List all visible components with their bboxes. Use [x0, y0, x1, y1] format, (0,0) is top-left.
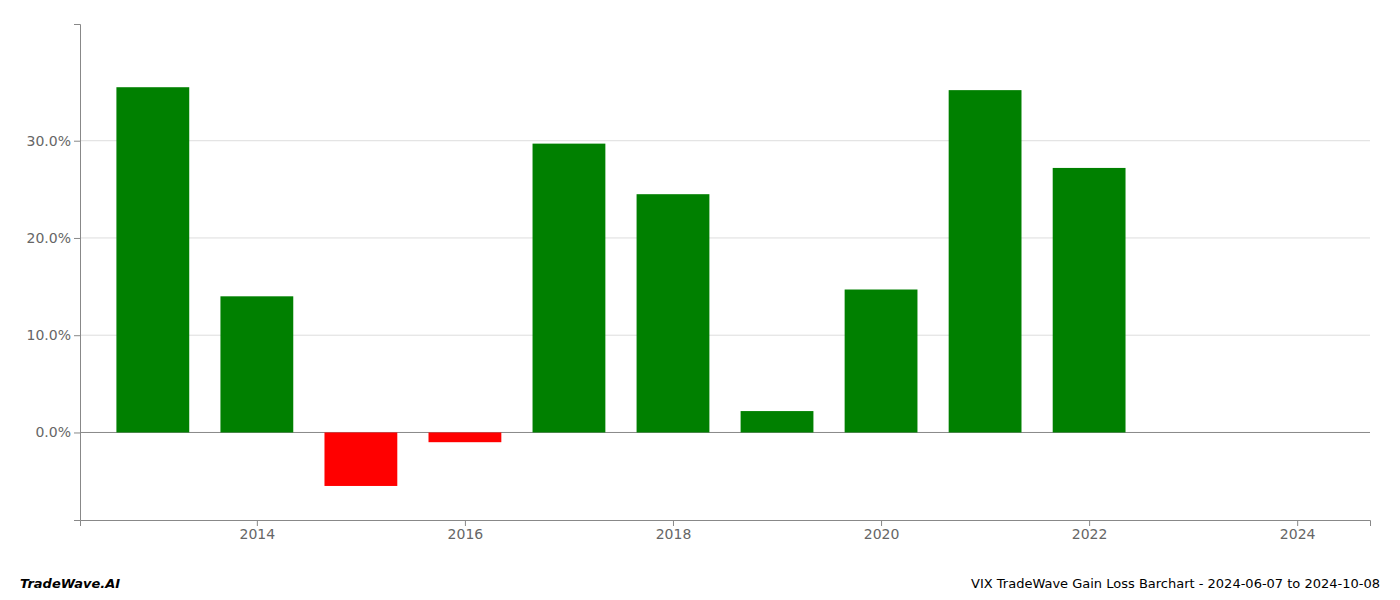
y-tick-label: 0.0% — [35, 424, 71, 440]
x-tick-label: 2018 — [656, 526, 692, 542]
bar — [637, 194, 710, 432]
bar — [1053, 168, 1126, 433]
bar — [220, 296, 293, 432]
x-tick: 2018 — [656, 520, 692, 542]
x-tick-label: 2024 — [1280, 526, 1316, 542]
grid-line — [80, 237, 1370, 238]
y-tick-mark — [74, 238, 80, 239]
x-tick: 2024 — [1280, 520, 1316, 542]
x-tick: 2014 — [240, 520, 276, 542]
chart-container: 0.0%10.0%20.0%30.0%201420162018202020222… — [0, 0, 1400, 600]
y-tick: 10.0% — [27, 327, 80, 343]
chart-svg: 0.0%10.0%20.0%30.0%201420162018202020222… — [0, 0, 1400, 600]
x-tick-label: 2016 — [448, 526, 484, 542]
bar — [116, 87, 189, 432]
y-tick-mark — [74, 335, 80, 336]
bar — [741, 411, 814, 432]
grid-line — [80, 140, 1370, 141]
x-tick-label: 2022 — [1072, 526, 1108, 542]
y-tick-mark — [74, 432, 80, 433]
y-tick-mark — [74, 141, 80, 142]
x-tick-label: 2014 — [240, 526, 276, 542]
bar — [324, 432, 397, 485]
footer-left: TradeWave.AI — [20, 576, 120, 591]
y-tick: 30.0% — [27, 133, 80, 149]
bar — [845, 290, 918, 433]
bars — [116, 87, 1125, 486]
x-tick: 2022 — [1072, 520, 1108, 542]
footer-right: VIX TradeWave Gain Loss Barchart - 2024-… — [971, 576, 1380, 591]
bar — [949, 90, 1022, 432]
y-tick: 20.0% — [27, 230, 80, 246]
y-tick-label: 10.0% — [27, 327, 71, 343]
y-tick-label: 30.0% — [27, 133, 71, 149]
x-tick: 2016 — [448, 520, 484, 542]
x-tick: 2020 — [864, 520, 900, 542]
plot: 0.0%10.0%20.0%30.0%201420162018202020222… — [27, 25, 1371, 542]
x-axis: 2014 2016 2018 2020 2022 2024 — [81, 520, 1371, 542]
grid — [80, 141, 1370, 433]
y-axis-line — [74, 25, 81, 521]
x-tick-label: 2020 — [864, 526, 900, 542]
y-tick-label: 20.0% — [27, 230, 71, 246]
bar — [533, 144, 606, 433]
y-axis: 0.0% 10.0% 20.0% 30.0% — [27, 25, 81, 521]
y-tick: 0.0% — [35, 424, 80, 440]
bar — [429, 432, 502, 442]
